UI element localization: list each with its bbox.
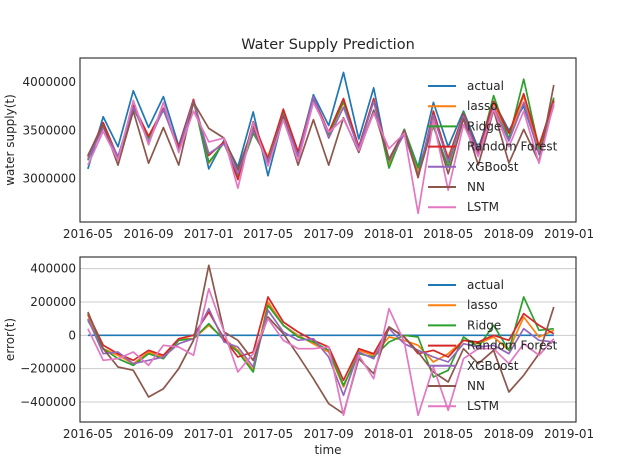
y-tick-label: 3500000 xyxy=(23,123,76,137)
axes-frame xyxy=(79,57,577,223)
y-tick-label: −400000 xyxy=(20,395,76,409)
y-tick-label: 200000 xyxy=(30,295,76,309)
series-line-lstm xyxy=(87,99,555,215)
x-axis-label: time xyxy=(314,443,341,457)
y-tick-label: 0 xyxy=(68,328,76,342)
chart-panel-1: 3000000 3500000 4000000 2016-05 2016-09 2017-… xyxy=(3,37,594,241)
legend-label: lasso xyxy=(467,298,498,312)
x-tick-label: 2018-01 xyxy=(364,427,414,441)
legend-label: XGBoost xyxy=(467,160,519,174)
chart-panel-2: −400000 −200000 0 200000 400000 2016-05 2016-0… xyxy=(3,256,594,457)
y-tick-label: −200000 xyxy=(20,362,76,376)
x-tick-label: 2016-05 xyxy=(63,227,113,241)
legend-label: LSTM xyxy=(467,399,499,413)
y-axis-label: water supply(t) xyxy=(3,94,17,186)
legend-label: XGBoost xyxy=(467,359,519,373)
legend-label: Ridge xyxy=(467,119,501,133)
legend-label: Ridge xyxy=(467,318,501,332)
legend-label: LSTM xyxy=(467,200,499,214)
y-tick-label: 4000000 xyxy=(23,75,76,89)
y-tick-label: 400000 xyxy=(30,262,76,276)
axes-frame xyxy=(79,256,577,423)
series-line-random-forest xyxy=(87,296,555,382)
chart-title: Water Supply Prediction xyxy=(241,37,415,53)
x-tick-label: 2019-01 xyxy=(544,427,594,441)
legend-label: actual xyxy=(467,79,504,93)
x-tick-label: 2017-09 xyxy=(304,227,354,241)
legend-label: Random Forest xyxy=(467,140,558,154)
legend: actual lasso Ridge Random Forest XGBoost NN LS… xyxy=(428,278,558,413)
x-tick-label: 2016-05 xyxy=(63,427,113,441)
x-tick-label: 2018-05 xyxy=(423,227,473,241)
x-tick-label: 2019-01 xyxy=(544,227,594,241)
legend: actual lasso Ridge Random Forest XGBoost NN LS… xyxy=(428,79,558,214)
x-tick-label: 2017-01 xyxy=(184,427,234,441)
x-tick-label: 2017-05 xyxy=(243,227,293,241)
legend-label: actual xyxy=(467,278,504,292)
x-tick-label: 2017-01 xyxy=(184,227,234,241)
x-tick-label: 2018-09 xyxy=(484,427,534,441)
x-tick-label: 2017-09 xyxy=(304,427,354,441)
x-tick-label: 2018-01 xyxy=(364,227,414,241)
legend-label: NN xyxy=(467,180,485,194)
y-tick-label: 3000000 xyxy=(23,172,76,186)
series-line-nn xyxy=(87,84,555,178)
x-tick-label: 2018-05 xyxy=(423,427,473,441)
legend-label: Random Forest xyxy=(467,339,558,353)
x-tick-label: 2016-09 xyxy=(124,427,174,441)
series-line-actual xyxy=(87,71,555,177)
x-tick-label: 2017-05 xyxy=(243,427,293,441)
series-line-lstm xyxy=(87,287,555,417)
legend-label: lasso xyxy=(467,99,498,113)
legend-label: NN xyxy=(467,379,485,393)
x-tick-label: 2016-09 xyxy=(124,227,174,241)
x-tick-label: 2018-09 xyxy=(484,227,534,241)
series-line-nn xyxy=(87,264,555,415)
y-axis-label: error(t) xyxy=(3,318,17,361)
